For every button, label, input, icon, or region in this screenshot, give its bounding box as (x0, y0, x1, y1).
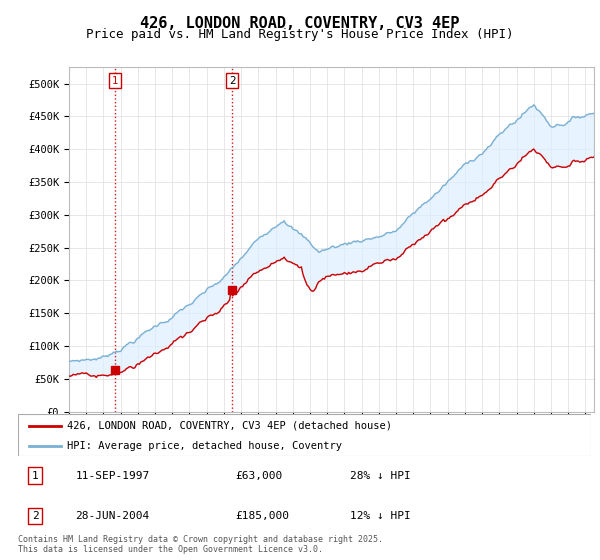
Text: 426, LONDON ROAD, COVENTRY, CV3 4EP: 426, LONDON ROAD, COVENTRY, CV3 4EP (140, 16, 460, 31)
Text: 1: 1 (32, 471, 38, 481)
Text: 11-SEP-1997: 11-SEP-1997 (76, 471, 149, 481)
Text: Contains HM Land Registry data © Crown copyright and database right 2025.
This d: Contains HM Land Registry data © Crown c… (18, 535, 383, 554)
Text: 28% ↓ HPI: 28% ↓ HPI (350, 471, 411, 481)
Text: 1: 1 (112, 76, 119, 86)
FancyBboxPatch shape (18, 414, 591, 456)
Text: £185,000: £185,000 (236, 511, 290, 521)
Text: 2: 2 (32, 511, 38, 521)
Text: Price paid vs. HM Land Registry's House Price Index (HPI): Price paid vs. HM Land Registry's House … (86, 28, 514, 41)
Text: 426, LONDON ROAD, COVENTRY, CV3 4EP (detached house): 426, LONDON ROAD, COVENTRY, CV3 4EP (det… (67, 421, 392, 431)
Text: 28-JUN-2004: 28-JUN-2004 (76, 511, 149, 521)
Text: 2: 2 (229, 76, 236, 86)
Text: £63,000: £63,000 (236, 471, 283, 481)
Text: 12% ↓ HPI: 12% ↓ HPI (350, 511, 411, 521)
Text: HPI: Average price, detached house, Coventry: HPI: Average price, detached house, Cove… (67, 441, 342, 451)
